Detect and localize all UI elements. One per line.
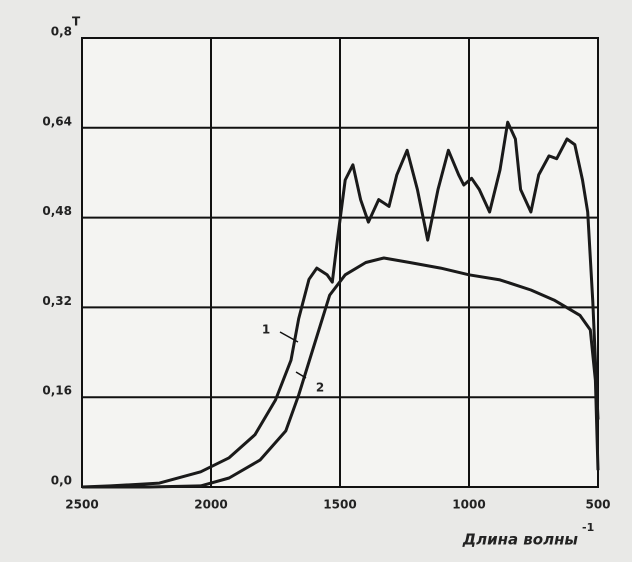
line-series xyxy=(82,256,600,489)
x-tick-label: 2000 xyxy=(194,498,227,512)
y-tick-label: 0,0 xyxy=(51,474,72,488)
x-tick-label: 2500 xyxy=(65,498,98,512)
y-tick-label: 0,64 xyxy=(42,114,72,128)
y-tick-label: 0,32 xyxy=(42,294,72,308)
x-tick-label: 1500 xyxy=(323,498,356,512)
label-leader xyxy=(295,371,307,379)
x-tick-label: 500 xyxy=(585,498,610,512)
label-leader xyxy=(279,331,299,343)
x-axis-label: Длина волны xyxy=(462,531,579,549)
y-axis-label: T xyxy=(72,15,81,29)
legend-label: 1 xyxy=(262,323,270,337)
y-tick-label: 0,8 xyxy=(51,25,72,39)
y-tick-label: 0,16 xyxy=(42,384,72,398)
y-tick-label: 0,48 xyxy=(42,204,72,218)
x-axis-label-superscript: -1 xyxy=(582,521,594,534)
line-series xyxy=(81,120,600,489)
x-tick-label: 1000 xyxy=(452,498,485,512)
legend-label: 2 xyxy=(316,381,324,395)
